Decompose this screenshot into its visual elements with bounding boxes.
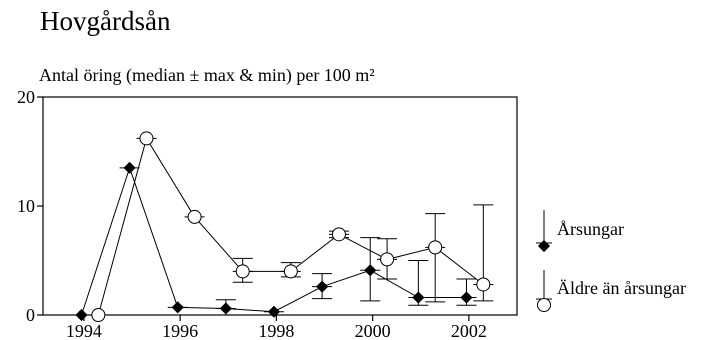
x-tick-label: 1996 [162, 321, 198, 340]
data-point-aldre [235, 264, 250, 279]
data-point-arsungar [364, 264, 377, 277]
x-tick-label: 1994 [66, 321, 102, 340]
data-point-arsungar [219, 302, 232, 315]
data-layer [71, 131, 494, 322]
data-point-aldre [283, 264, 298, 279]
data-point-arsungar [171, 301, 184, 314]
data-point-aldre [187, 209, 202, 224]
data-point-aldre [91, 308, 106, 322]
data-point-arsungar [267, 305, 281, 318]
data-point-arsungar [412, 291, 425, 304]
plot-frame [42, 96, 518, 316]
data-point-aldre [139, 131, 154, 146]
data-point-aldre [476, 277, 491, 292]
series-line-aldre [97, 137, 484, 316]
page-title: Hovgårdsån [40, 6, 171, 36]
legend-label-arsungar: Årsungar [557, 219, 624, 239]
chart-subtitle: Antal öring (median ± max & min) per 100… [39, 65, 375, 85]
series-line-arsungar [81, 166, 467, 316]
data-point-arsungar [316, 280, 329, 293]
y-tick-label: 0 [26, 305, 35, 325]
legend-marker-arsungar [537, 239, 551, 253]
x-tick-label: 2002 [451, 321, 487, 340]
legend-layer: Årsungar Äldre än årsungar [536, 210, 686, 312]
legend-label-aldre: Äldre än årsungar [557, 278, 686, 298]
data-point-arsungar [123, 161, 136, 174]
data-point-aldre [380, 252, 395, 267]
data-point-aldre [331, 227, 346, 242]
y-tick-label: 10 [17, 196, 35, 216]
y-tick-label: 20 [17, 87, 35, 107]
data-point-arsungar [460, 291, 473, 304]
data-point-arsungar [75, 308, 88, 322]
x-tick-label: 2000 [355, 321, 391, 340]
legend-marker-aldre [537, 298, 551, 312]
x-tick-label: 1998 [258, 321, 294, 340]
data-point-aldre [428, 240, 443, 255]
axes-layer: 0 10 20 1994 1996 1998 2000 2002 [17, 87, 518, 340]
